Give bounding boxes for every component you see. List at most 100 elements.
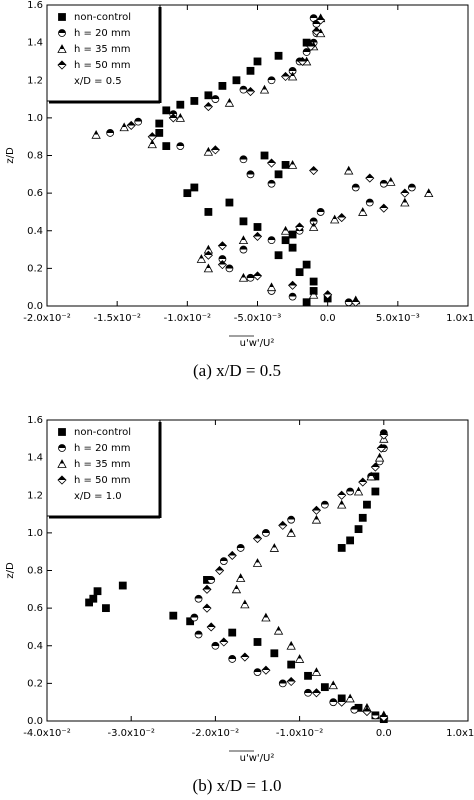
y-tick-label: 0.6: [27, 188, 43, 199]
marker-square: [309, 277, 318, 286]
data-point: [366, 471, 376, 481]
marker-circle: [246, 170, 255, 179]
y-tick-label: 0.8: [27, 566, 43, 577]
data-point: [376, 443, 386, 453]
marker-triangle: [57, 459, 67, 468]
marker-circle: [344, 298, 353, 307]
data-point: [266, 282, 277, 292]
legend-label: h = 20 mm: [74, 28, 130, 39]
marker-square: [354, 525, 363, 534]
legend: non-control h = 20 mm h = 35 mm h = 50 mm x/…: [46, 4, 162, 104]
legend-annotation: x/D = 1.0: [74, 491, 122, 502]
data-point: [203, 250, 213, 260]
marker-circle: [211, 641, 220, 650]
marker-square: [204, 91, 213, 100]
y-tick-label: 1.2: [27, 75, 43, 86]
x-tick-label: 1.0x10⁻²: [446, 728, 474, 739]
y-tick-label: 0.2: [27, 678, 43, 689]
marker-diamond: [206, 622, 216, 632]
marker-triangle: [259, 84, 270, 94]
marker-circle: [236, 544, 245, 552]
marker-circle: [58, 29, 66, 37]
data-point: [253, 57, 262, 66]
marker-triangle: [240, 599, 250, 609]
data-point: [253, 668, 262, 676]
marker-circle: [287, 515, 296, 524]
marker-diamond: [288, 280, 298, 290]
marker-square: [58, 428, 66, 436]
data-point: [240, 599, 250, 609]
x-tick-label: -3.0x10⁻²: [107, 728, 154, 739]
x-tick-label: 0.0: [376, 728, 392, 739]
marker-triangle: [337, 499, 347, 509]
marker-square: [85, 598, 93, 607]
marker-triangle: [366, 471, 376, 481]
legend-label: h = 50 mm: [74, 475, 130, 486]
data-point: [267, 76, 276, 85]
x-tick-label: -1.0x10⁻²: [164, 313, 211, 324]
marker-triangle: [287, 71, 298, 81]
data-point: [238, 235, 249, 245]
data-point: [202, 584, 212, 594]
data-point: [162, 142, 171, 150]
y-tick-label: 0.8: [27, 151, 43, 162]
data-point: [400, 188, 410, 198]
data-point: [346, 536, 355, 545]
marker-triangle: [308, 222, 319, 231]
marker-square: [162, 142, 171, 150]
marker-circle: [58, 444, 66, 452]
marker-circle: [304, 688, 312, 697]
data-point: [365, 173, 375, 183]
data-point: [225, 198, 234, 207]
legend-label: non-control: [74, 427, 131, 438]
marker-triangle: [238, 235, 249, 245]
marker-diamond: [57, 60, 67, 70]
marker-square: [253, 223, 262, 231]
data-point: [365, 198, 374, 207]
marker-triangle: [311, 667, 322, 676]
marker-circle: [267, 236, 276, 245]
marker-diamond: [337, 213, 347, 223]
y-tick-label: 1.4: [27, 38, 43, 49]
data-point: [363, 500, 371, 509]
data-point: [330, 214, 340, 224]
marker-triangle: [344, 165, 354, 175]
data-point: [236, 544, 245, 552]
marker-square: [225, 198, 234, 207]
data-point: [225, 264, 234, 273]
data-point: [281, 236, 290, 245]
marker-square: [302, 260, 311, 269]
data-point: [351, 297, 361, 307]
marker-triangle: [196, 254, 207, 263]
data-point: [118, 581, 127, 590]
marker-triangle: [235, 573, 246, 582]
data-point: [204, 208, 213, 216]
data-point: [267, 179, 276, 188]
data-point: [253, 638, 262, 646]
marker-square: [287, 660, 296, 669]
marker-square: [363, 500, 371, 509]
data-point: [190, 613, 199, 622]
data-point: [379, 179, 388, 188]
marker-diamond: [126, 120, 136, 130]
data-point: [316, 208, 325, 216]
data-point: [337, 213, 347, 223]
data-point: [162, 106, 171, 115]
data-point: [206, 622, 216, 632]
data-point: [252, 231, 263, 241]
marker-triangle: [400, 197, 410, 207]
marker-square: [281, 161, 290, 169]
data-point: [351, 183, 360, 192]
data-point: [211, 95, 220, 103]
data-point: [168, 113, 178, 123]
data-point: [278, 679, 287, 688]
marker-diamond: [203, 102, 213, 112]
data-point: [194, 630, 203, 639]
caption: (b) x/D = 1.0: [193, 776, 282, 795]
data-point: [274, 51, 283, 60]
marker-diamond: [266, 158, 277, 168]
marker-square: [346, 536, 355, 545]
marker-circle: [194, 594, 203, 603]
marker-triangle: [286, 640, 296, 650]
data-point: [261, 612, 271, 622]
